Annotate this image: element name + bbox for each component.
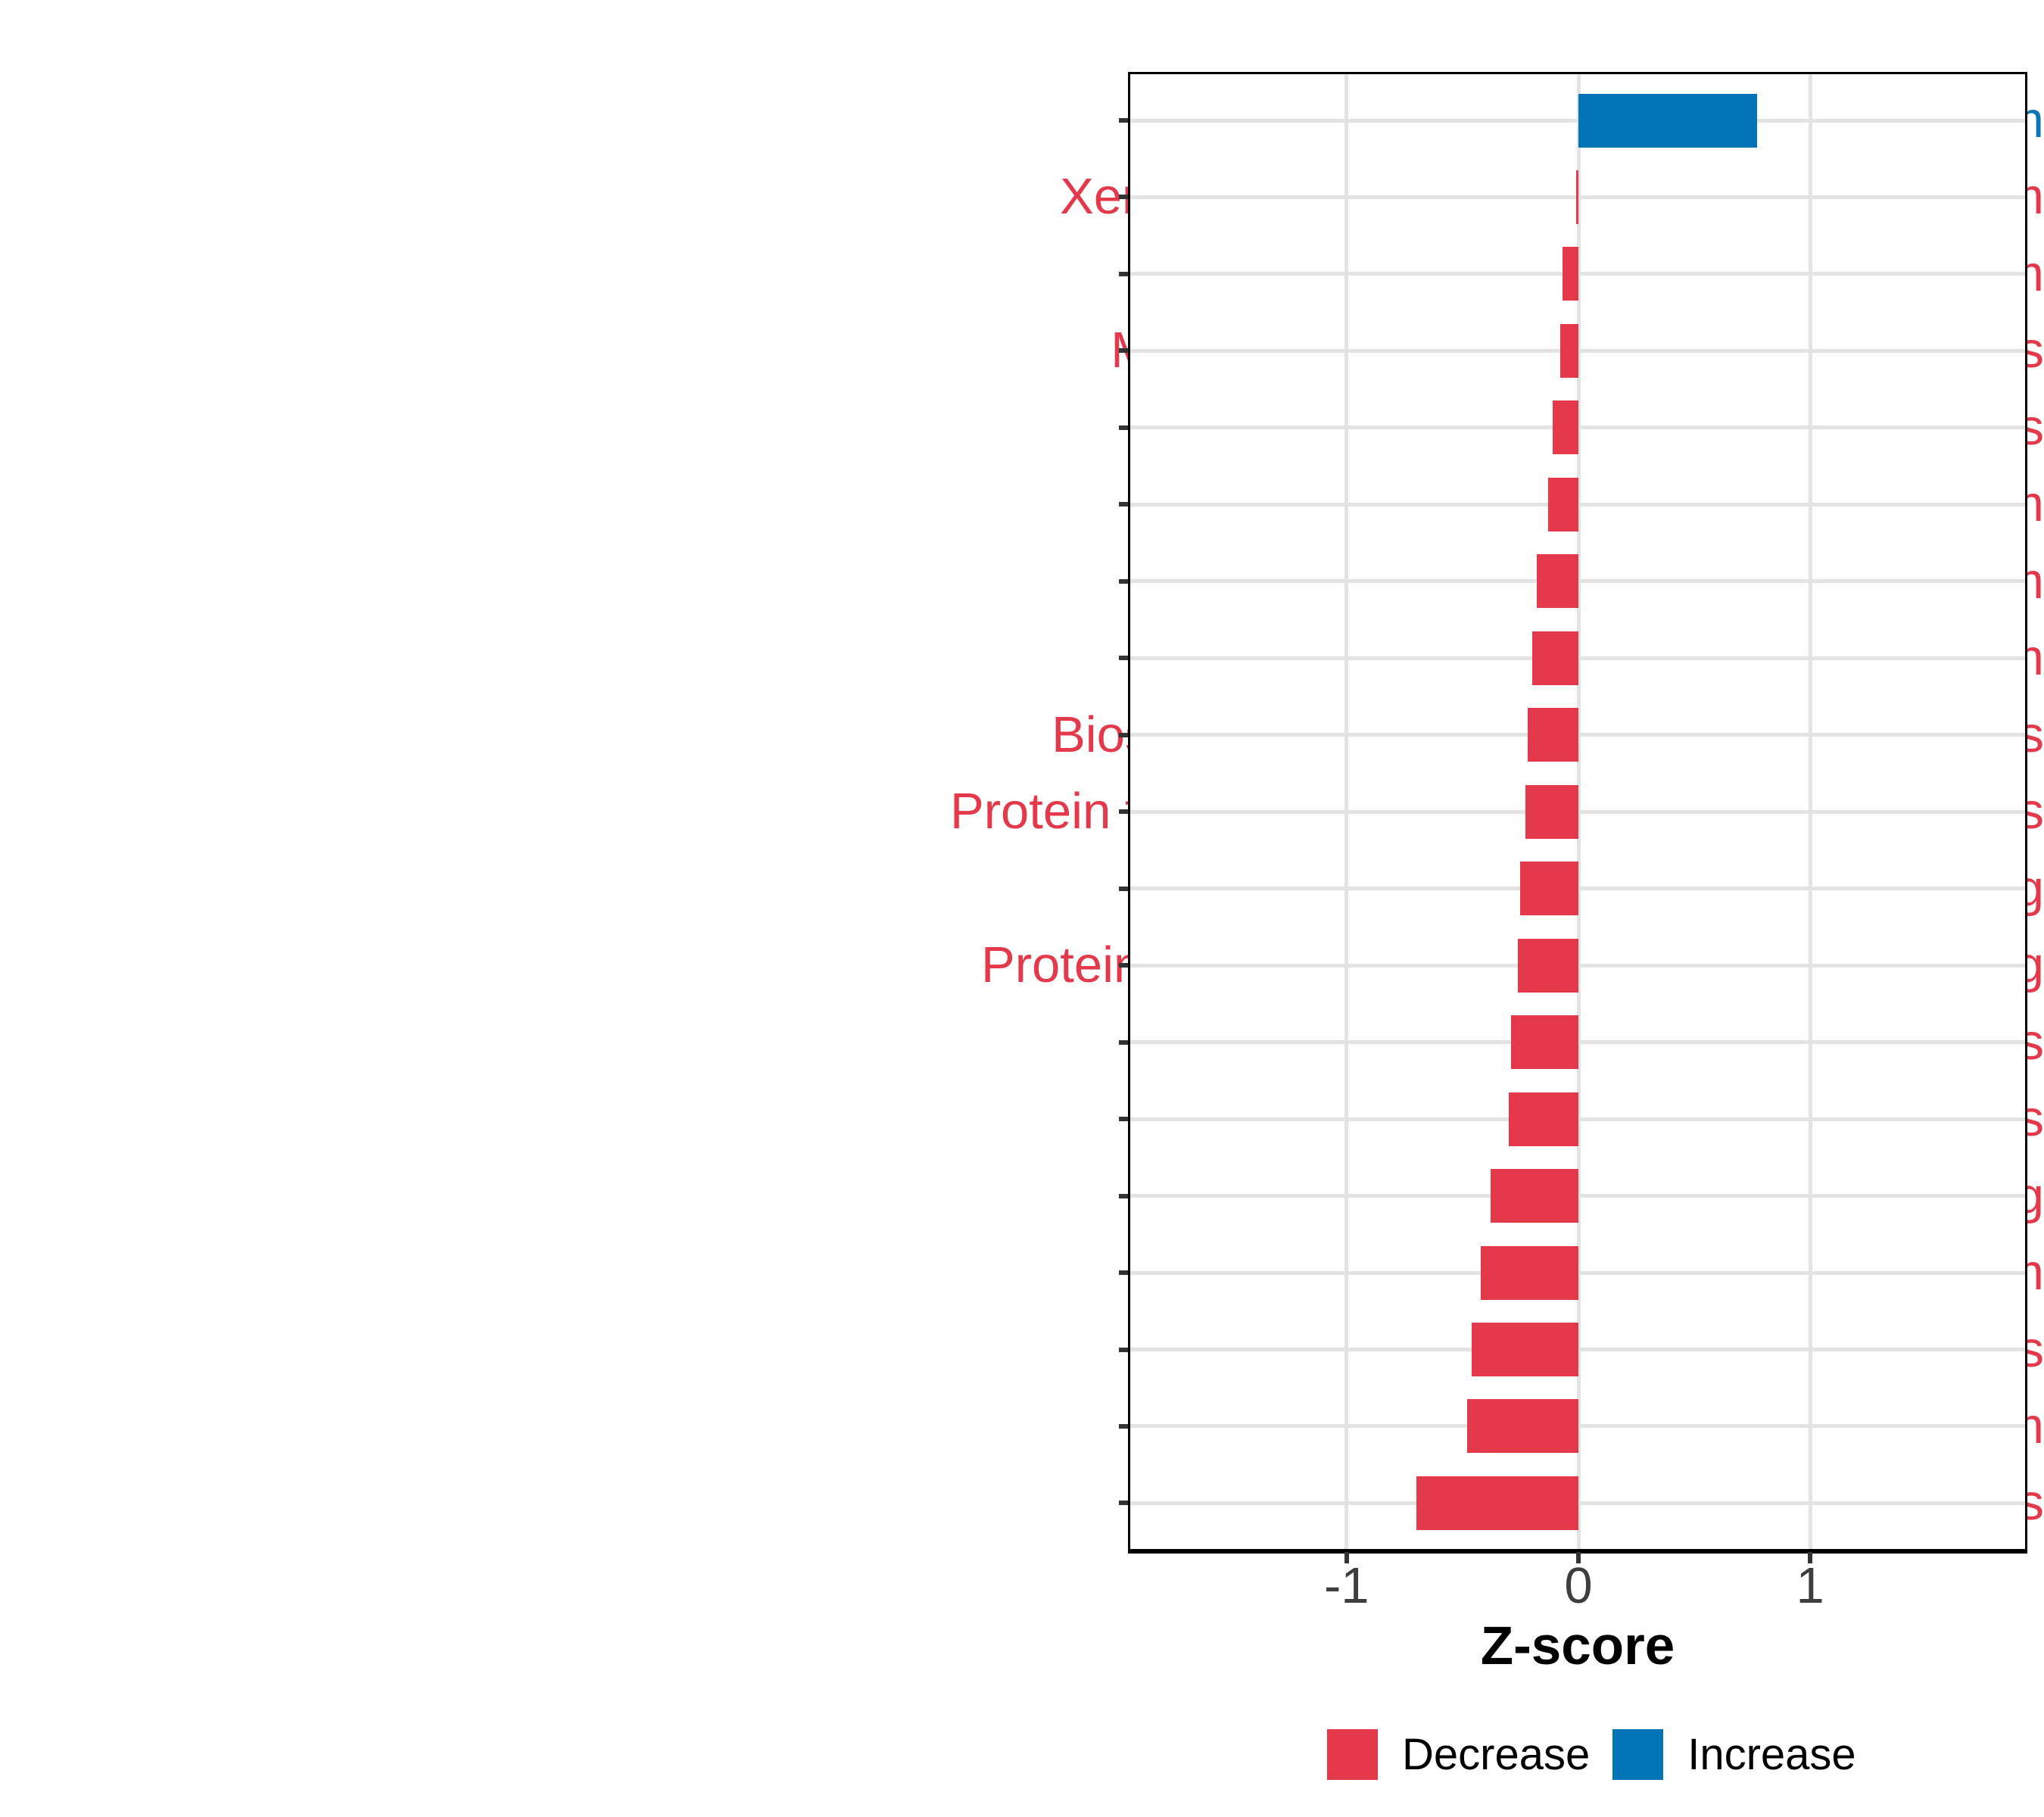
bar-decrease <box>1531 631 1578 685</box>
bar-decrease <box>1527 708 1578 762</box>
bar-decrease <box>1490 1169 1578 1223</box>
y-tick <box>1119 963 1129 968</box>
legend-label-decrease: Decrease <box>1402 1730 1591 1779</box>
y-tick <box>1119 195 1129 200</box>
x-tick-label: 0 <box>1564 1557 1593 1614</box>
bar-decrease <box>1525 784 1578 839</box>
x-tick-label: 1 <box>1796 1557 1824 1614</box>
y-tick <box>1119 1270 1129 1276</box>
y-tick <box>1119 425 1129 430</box>
y-tick <box>1119 1501 1129 1506</box>
x-tick <box>1576 1552 1581 1563</box>
bar-decrease <box>1472 1323 1578 1377</box>
bar-decrease <box>1509 1092 1578 1146</box>
x-tick <box>1808 1552 1813 1563</box>
y-tick <box>1119 348 1129 354</box>
y-tick <box>1119 1117 1129 1122</box>
y-tick <box>1119 1193 1129 1198</box>
bar-decrease <box>1518 938 1578 993</box>
y-tick <box>1119 809 1129 815</box>
legend-swatch-decrease <box>1327 1729 1378 1780</box>
legend: Decrease Increase <box>1327 1729 1856 1780</box>
bar-decrease <box>1536 554 1578 609</box>
bar-decrease <box>1562 247 1578 301</box>
bar-decrease <box>1553 400 1578 455</box>
bar-decrease <box>1481 1245 1578 1300</box>
bar-decrease <box>1416 1476 1578 1530</box>
y-tick <box>1119 1039 1129 1045</box>
y-tick <box>1119 118 1129 123</box>
y-tick <box>1119 732 1129 737</box>
x-axis-title: Z-score <box>1480 1616 1675 1676</box>
y-tick <box>1119 1423 1129 1429</box>
plot-panel <box>1128 72 2027 1554</box>
y-tick <box>1119 502 1129 507</box>
y-tick <box>1119 886 1129 891</box>
bar-decrease <box>1575 170 1578 224</box>
gridline-y <box>1130 118 2025 123</box>
bar-decrease <box>1467 1399 1578 1454</box>
x-tick-label: -1 <box>1324 1557 1369 1614</box>
y-tick <box>1119 656 1129 661</box>
y-tick <box>1119 1347 1129 1352</box>
bar-decrease <box>1548 477 1578 531</box>
bar-increase <box>1578 93 1757 148</box>
bar-decrease <box>1559 323 1578 378</box>
bar-decrease <box>1511 1015 1578 1070</box>
y-tick <box>1119 578 1129 584</box>
bar-decrease <box>1520 862 1578 916</box>
legend-label-increase: Increase <box>1687 1730 1856 1779</box>
x-tick <box>1344 1552 1349 1563</box>
y-tick <box>1119 271 1129 276</box>
legend-swatch-increase <box>1612 1729 1664 1780</box>
